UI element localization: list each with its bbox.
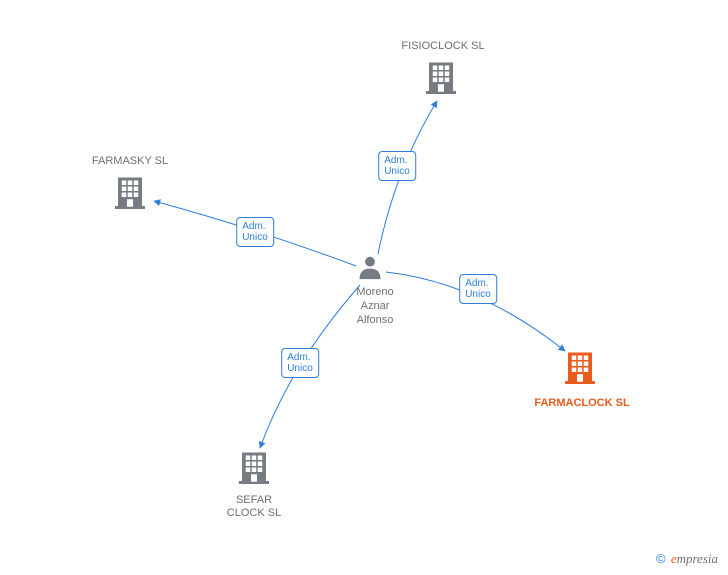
copyright-symbol: © [656,551,666,566]
node-label-fisioclock: FISIOCLOCK SL [401,40,484,53]
diagram-canvas: Adm.Unico FISIOCLOCK SL Adm.Unico FARMASK… [0,0,728,575]
building-icon-farmaclock [562,350,598,391]
node-label-farmaclock: FARMACLOCK SL [534,397,629,410]
person-icon [356,254,384,287]
edge-label-farmasky: Adm.Unico [236,217,274,247]
building-icon-farmasky [112,175,148,216]
edge-label-fisioclock: Adm.Unico [378,151,416,181]
node-label-farmasky: FARMASKY SL [92,155,168,168]
edge-label-sefarclock: Adm.Unico [281,348,319,378]
edge-label-farmaclock: Adm.Unico [459,274,497,304]
building-icon-fisioclock [423,60,459,101]
brand-rest: mpresia [677,551,718,566]
footer-attribution: © empresia [656,551,718,567]
person-label: MorenoAznarAlfonso [356,286,393,327]
node-label-sefarclock: SEFARCLOCK SL [227,494,281,520]
building-icon-sefarclock [236,450,272,491]
